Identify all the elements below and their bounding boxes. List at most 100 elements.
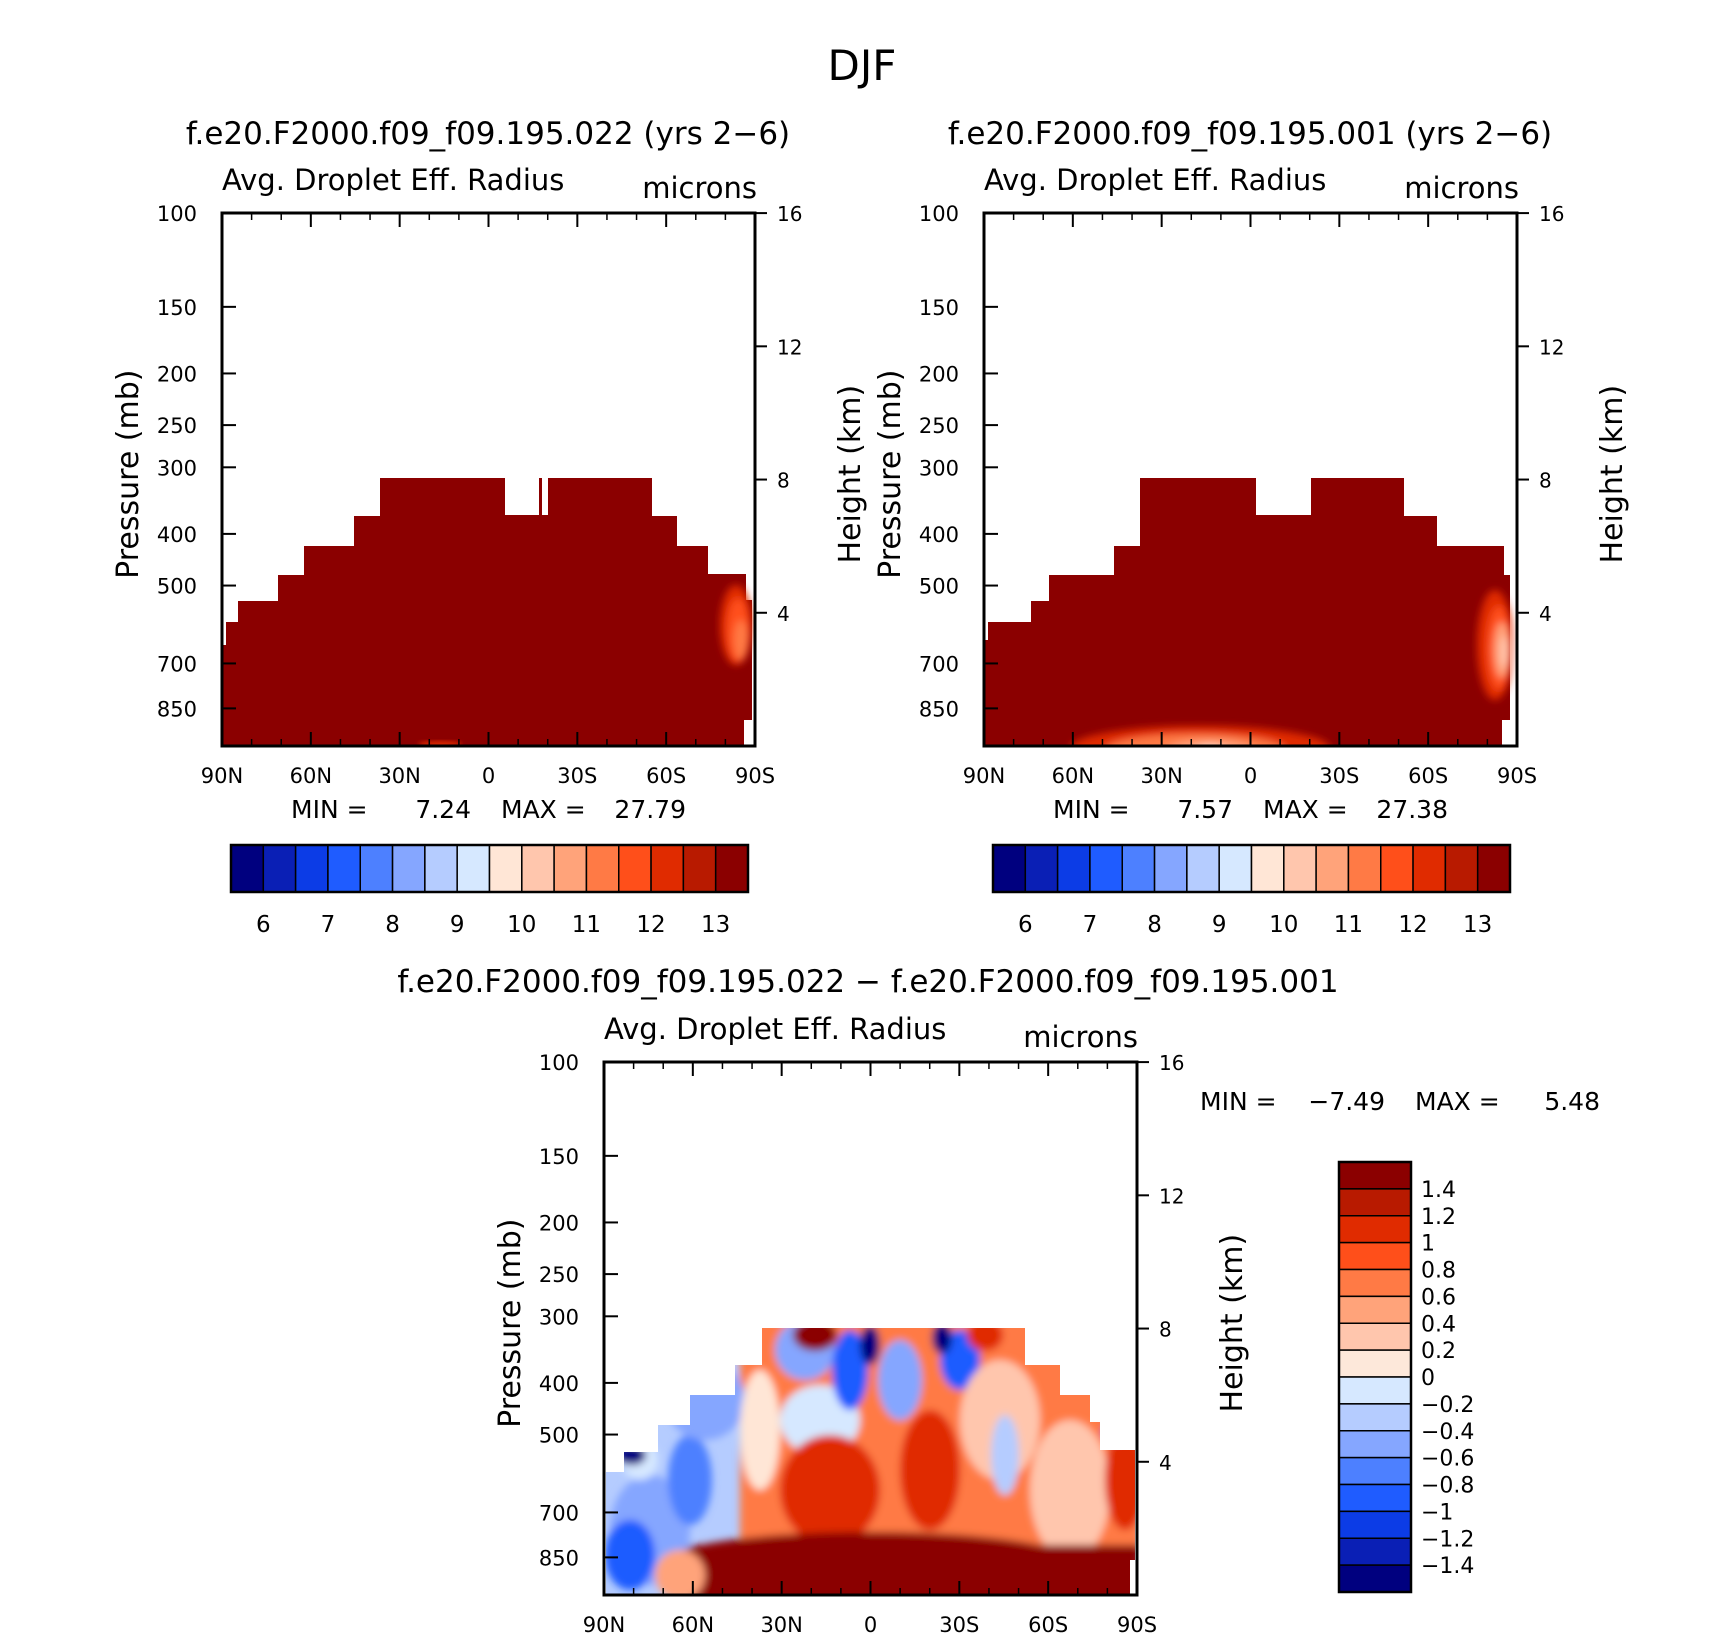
panel-1-colorbar-box	[618, 844, 652, 893]
panel-1-colorbar-label: 12	[636, 912, 665, 938]
panel-1-colorbar-box	[488, 844, 523, 893]
panel-2-x-tick-label: 0	[1244, 764, 1257, 788]
panel-3-x-tick-label: 60S	[1028, 1613, 1068, 1633]
panel-1-x-tick-label: 60N	[290, 764, 332, 788]
panel-1-colorbar-label: 10	[507, 912, 536, 938]
panel-1-title: f.e20.F2000.f09_f09.195.022 (yrs 2−6)	[186, 116, 790, 152]
panel-3: f.e20.F2000.f09_f09.195.022 − f.e20.F200…	[397, 964, 1600, 1633]
panel-1-gap-2	[542, 478, 548, 515]
panel-1-colorbar-box	[424, 844, 458, 893]
panel-1-y2-axis-label: Height (km)	[833, 385, 868, 564]
panel-2-edge-blend	[1477, 590, 1513, 700]
panel-1-colorbar-box	[456, 844, 491, 893]
panel-2-y2-axis-label: Height (km)	[1595, 385, 1630, 564]
panel-3-y-tick-label: 400	[539, 1372, 579, 1396]
panel-3-max-value: 5.48	[1544, 1087, 1600, 1116]
panel-3-colorbar-label: −0.6	[1421, 1447, 1474, 1472]
panel-2-gap-2	[1264, 478, 1269, 515]
panel-2-colorbar-box	[1347, 844, 1382, 893]
panel-1-y-tick-label: 300	[157, 456, 197, 480]
panel-2-colorbar-label: 6	[1018, 912, 1033, 938]
panel-1-units-label: microns	[642, 171, 757, 205]
panel-2-x-tick-label: 90N	[963, 764, 1005, 788]
panel-2-surface-blend	[1070, 726, 1330, 746]
panel-3-y2-tick-label: 4	[1159, 1451, 1172, 1475]
panel-1-min-label: MIN =	[291, 795, 368, 824]
panel-2-axes: 90N 60N 30N 0 30S 60S 90S 100 150 200 250 300 400 500…	[873, 202, 1630, 788]
panel-1-field-shape	[222, 478, 752, 746]
panel-3-y2-tick-label: 16	[1159, 1051, 1184, 1075]
panel-1-y2-tick-label: 4	[777, 602, 790, 626]
panel-2-x-tick-label: 30S	[1319, 764, 1359, 788]
panel-3-colorbar-box	[1338, 1322, 1412, 1351]
panel-1-colorbar-label: 9	[450, 912, 465, 938]
panel-3-colorbar-box	[1338, 1510, 1412, 1539]
panel-2-colorbar-label: 12	[1398, 912, 1427, 938]
panel-2-y-tick-label: 700	[919, 652, 959, 676]
panel-1-y-tick-label: 400	[157, 523, 197, 547]
panel-2-colorbar-box	[1283, 844, 1317, 893]
panel-1-colorbar-box	[553, 844, 588, 893]
panel-2-colorbar-box	[1024, 844, 1059, 893]
panel-2-colorbar-box	[1153, 844, 1188, 893]
panel-1-y2-tick-label: 16	[777, 202, 802, 226]
panel-1-y-tick-label: 100	[157, 202, 197, 226]
panel-3-units-label: microns	[1023, 1020, 1138, 1054]
panel-1-colorbar-box	[262, 844, 297, 893]
panel-2-colorbar-box	[1444, 844, 1479, 893]
panel-3-colorbar-box	[1338, 1564, 1412, 1593]
panel-2-colorbar-box	[1089, 844, 1123, 893]
panel-3-x-tick-label: 30N	[760, 1613, 802, 1633]
panel-3-colorbar-label: −1	[1421, 1500, 1453, 1525]
panel-2-x-tick-label: 90S	[1497, 764, 1537, 788]
panel-2-colorbar-label: 7	[1083, 912, 1098, 938]
panel-1-variable-label: Avg. Droplet Eff. Radius	[222, 163, 564, 197]
panel-2-colorbar-label: 10	[1269, 912, 1298, 938]
panel-1-y-tick-label: 150	[157, 296, 197, 320]
panel-2-colorbar-box	[1315, 844, 1350, 893]
panel-3-colorbar-box	[1338, 1241, 1412, 1271]
panel-3-colorbar-label: 0.2	[1421, 1339, 1456, 1364]
panel-3-colorbar-box	[1338, 1161, 1412, 1190]
panel-3-colorbar-box	[1338, 1349, 1412, 1378]
panel-1-y2-tick-label: 12	[777, 335, 802, 359]
panel-1-axes: 90N 60N 30N 0 30S 60S 90S 100 150 200 250 300 400 500…	[111, 202, 868, 788]
panel-1-gap	[505, 478, 539, 515]
panel-2-colorbar-box	[1250, 844, 1285, 893]
panel-2-colorbar-label: 9	[1212, 912, 1227, 938]
panel-3-y2-tick-label: 12	[1159, 1184, 1184, 1208]
panel-3-x-tick-label: 30S	[939, 1613, 979, 1633]
panel-1-colorbar-box	[230, 844, 265, 893]
panel-3-y2-tick-label: 8	[1159, 1318, 1172, 1342]
panel-2-x-tick-label: 30N	[1140, 764, 1182, 788]
panel-3-colorbar-label: 0.8	[1421, 1259, 1456, 1284]
panel-2-min-label: MIN =	[1053, 795, 1130, 824]
panel-1-field	[222, 478, 752, 746]
panel-1-x-tick-label: 60S	[646, 764, 686, 788]
panel-1-y2-tick-label: 8	[777, 469, 790, 493]
panel-2-y-tick-label: 500	[919, 575, 959, 599]
panel-2-colorbar-label: 8	[1147, 912, 1162, 938]
panel-2-colorbar-box	[1186, 844, 1220, 893]
panel-2-units-label: microns	[1404, 171, 1519, 205]
panel-2-title: f.e20.F2000.f09_f09.195.001 (yrs 2−6)	[948, 116, 1552, 152]
panel-1-min-value: 7.24	[415, 795, 471, 824]
panel-2-y2-tick-label: 8	[1539, 469, 1552, 493]
panel-2-y2-tick-label: 4	[1539, 602, 1552, 626]
panel-3-variable-label: Avg. Droplet Eff. Radius	[604, 1012, 946, 1046]
panel-3-y2-axis-label: Height (km)	[1215, 1234, 1250, 1413]
panel-1-y-tick-label: 700	[157, 652, 197, 676]
panel-2-y-tick-label: 200	[919, 362, 959, 386]
panel-3-min-label: MIN =	[1200, 1087, 1277, 1116]
panel-3-colorbar-box	[1338, 1456, 1412, 1486]
panel-3-x-tick-label: 90N	[583, 1613, 625, 1633]
panel-3-colorbar-box	[1338, 1215, 1412, 1244]
panel-1-y-tick-label: 250	[157, 414, 197, 438]
panel-1-x-tick-label: 30S	[557, 764, 597, 788]
panel-2-colorbar-label: 11	[1334, 912, 1363, 938]
panel-3-y-tick-label: 850	[539, 1546, 579, 1570]
panel-1-colorbar-label: 6	[256, 912, 271, 938]
panel-3-colorbar-label: −0.4	[1421, 1420, 1474, 1445]
panel-1-colorbar-box	[682, 844, 717, 893]
